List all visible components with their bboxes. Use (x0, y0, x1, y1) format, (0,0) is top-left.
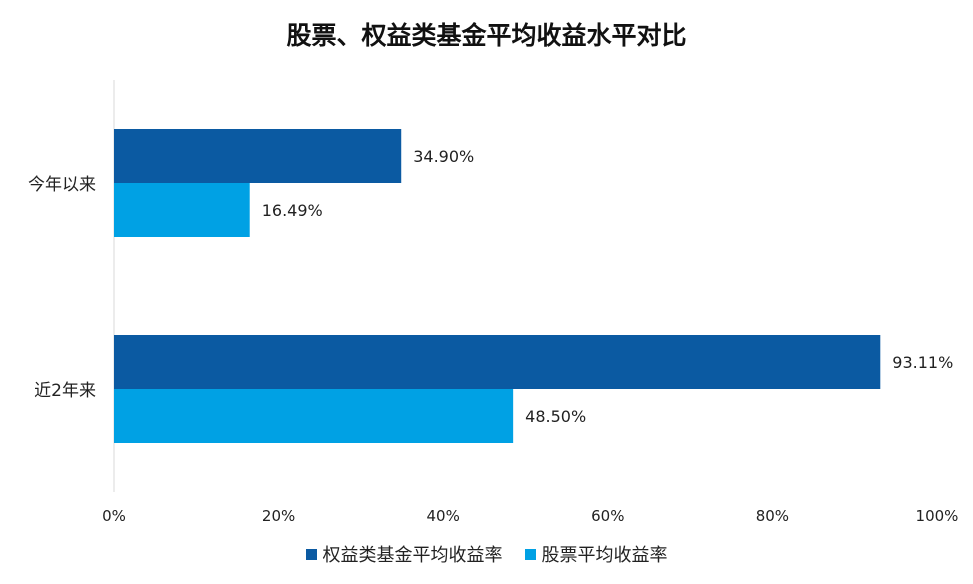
category-label-1: 近2年来 (34, 381, 96, 401)
category-label-0: 今年以来 (28, 175, 96, 195)
x-tick-label-5: 100% (916, 507, 959, 525)
legend-label-equity-fund: 权益类基金平均收益率 (322, 545, 503, 566)
data-label-equity-fund-0: 34.90% (413, 147, 474, 166)
bar-equity-fund-1[interactable] (114, 335, 881, 389)
chart-title: 股票、权益类基金平均收益水平对比 (286, 21, 687, 50)
legend-item-equity-fund[interactable]: 权益类基金平均收益率 (305, 541, 503, 567)
data-label-equity-fund-1: 93.11% (892, 353, 953, 372)
x-tick-label-1: 20% (262, 507, 295, 525)
x-tick-label-4: 80% (756, 507, 789, 525)
data-label-stock-0: 16.49% (262, 201, 323, 220)
legend-swatch-equity-fund (305, 548, 317, 560)
labels-layer: 34.90% 16.49% 今年以来 93.11% 48.50% 近2年来 0% 20% 40%… (28, 147, 958, 525)
legend-swatch-stock (524, 548, 536, 560)
x-tick-label-2: 40% (427, 507, 460, 525)
legend-item-stock[interactable]: 股票平均收益率 (524, 541, 668, 567)
x-tick-label-3: 60% (591, 507, 624, 525)
legend: 权益类基金平均收益率 股票平均收益率 (0, 541, 973, 567)
data-label-stock-1: 48.50% (525, 407, 586, 426)
legend-label-stock: 股票平均收益率 (541, 545, 668, 566)
bar-equity-fund-0[interactable] (114, 129, 402, 183)
bar-stock-0[interactable] (114, 183, 250, 237)
bars-layer (114, 129, 881, 443)
x-tick-label-0: 0% (102, 507, 126, 525)
bar-stock-1[interactable] (114, 389, 514, 443)
